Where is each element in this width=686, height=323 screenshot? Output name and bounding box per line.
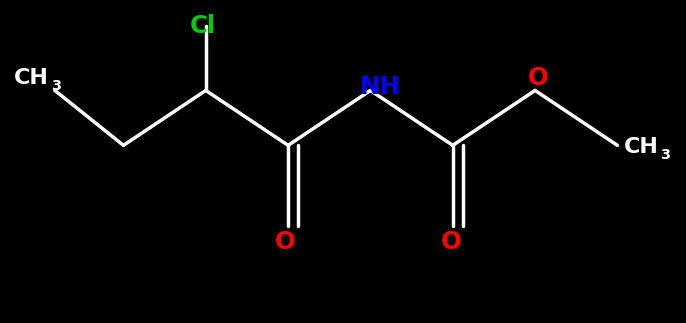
Text: O: O [274, 230, 295, 254]
Text: O: O [528, 66, 549, 89]
Text: CH: CH [624, 137, 659, 157]
Text: NH: NH [360, 75, 401, 99]
Text: O: O [441, 230, 462, 254]
Text: 3: 3 [661, 148, 670, 162]
Text: CH: CH [14, 68, 48, 88]
Text: 3: 3 [51, 78, 61, 93]
Text: Cl: Cl [189, 14, 215, 38]
